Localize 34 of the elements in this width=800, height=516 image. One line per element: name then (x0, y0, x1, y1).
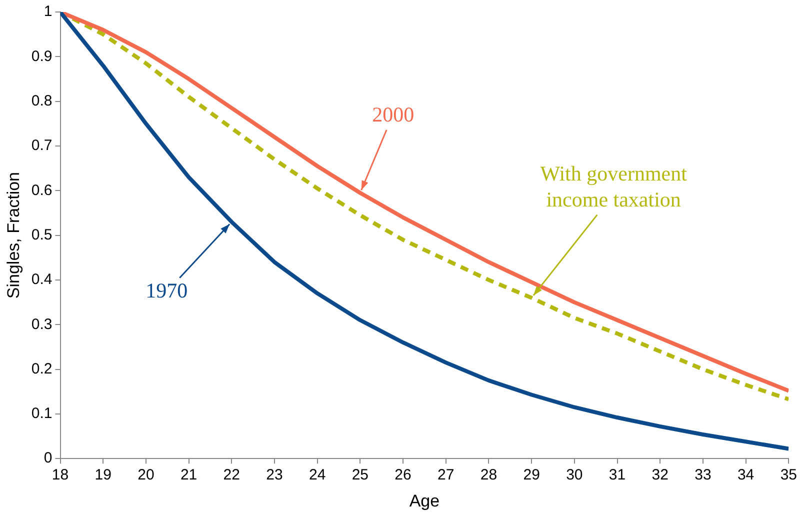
text: 1970 (146, 278, 188, 302)
y-tick-label: 0.1 (31, 405, 52, 422)
x-tick-label: 25 (352, 466, 369, 484)
x-tick-label: 20 (138, 466, 154, 484)
x-tick-label: 18 (52, 466, 69, 484)
y-tick-label: 0.3 (31, 316, 52, 333)
x-tick-label: 23 (266, 466, 283, 484)
y-tick-label: 0.6 (31, 182, 52, 199)
x-tick-label: 19 (94, 466, 112, 484)
x-tick-label: 31 (608, 466, 626, 484)
x-tick-label: 32 (652, 466, 668, 484)
x-axis-title: Age (409, 491, 440, 510)
x-tick-label: 26 (394, 466, 412, 484)
text: 2000 (372, 102, 414, 126)
y-tick-label: 0.5 (31, 226, 52, 244)
x-tick-label: 22 (223, 466, 240, 484)
x-tick-label: 34 (737, 466, 754, 484)
x-tick-label: 35 (780, 466, 797, 484)
x-tick-label: 28 (480, 466, 498, 484)
x-tick-label: 27 (438, 466, 454, 484)
y-tick-label: 0 (44, 450, 52, 467)
y-tick-label: 0.2 (31, 360, 52, 378)
x-tick-label: 30 (566, 466, 583, 484)
x-tick-label: 33 (694, 466, 712, 484)
y-tick-label: 0.9 (31, 48, 52, 65)
x-tick-label: 24 (308, 466, 326, 484)
y-tick-label: 0.4 (31, 271, 52, 288)
y-tick-label: 0.7 (31, 137, 52, 154)
x-tick-label: 21 (180, 466, 198, 484)
text: With government income taxation (540, 161, 688, 212)
x-tick-label: 29 (523, 466, 540, 484)
y-axis-title: Singles, Fraction (4, 172, 23, 299)
y-tick-label: 1 (44, 3, 52, 20)
y-tick-label: 0.8 (31, 92, 52, 110)
